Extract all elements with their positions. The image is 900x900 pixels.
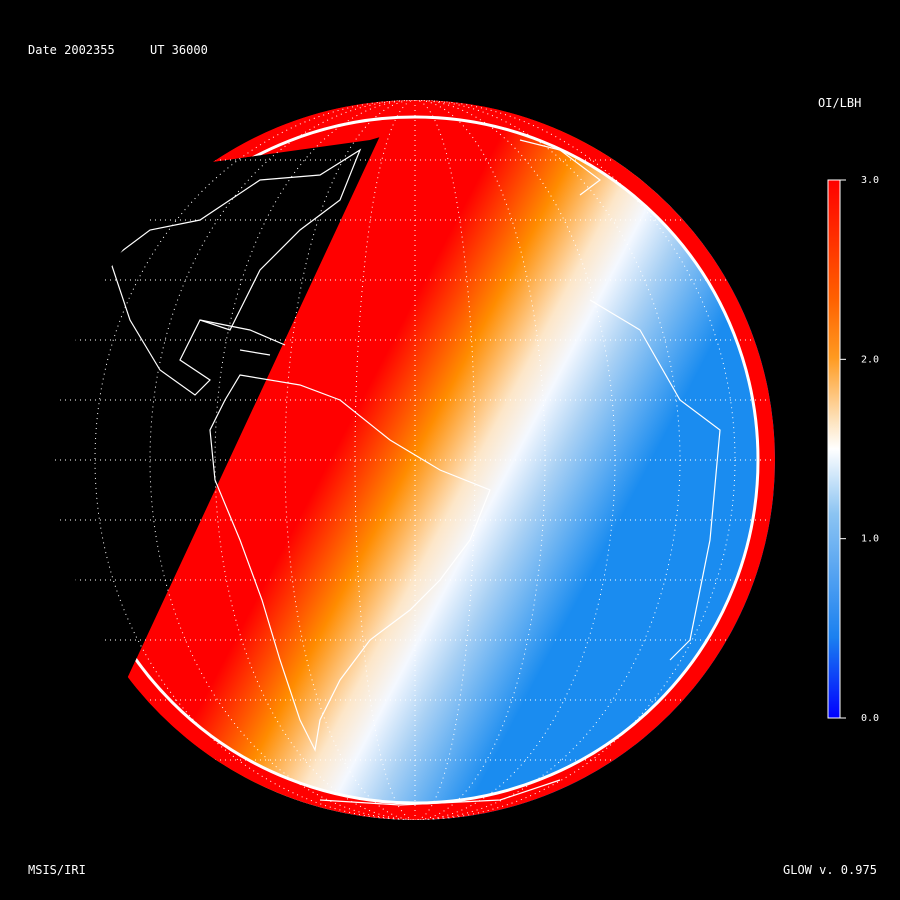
colorbar-label: OI/LBH [818,96,861,110]
colorbar [827,179,841,719]
coastlines [109,139,721,806]
date-label: Date 2002355 [28,43,115,57]
colorbar-tick-label: 2.0 [861,354,879,365]
version-label: GLOW v. 0.975 [783,863,877,877]
colorbar-ticks: 3.0 2.0 1.0 0.0 [840,175,879,724]
colorbar-tick-label: 0.0 [861,713,879,724]
model-label: MSIS/IRI [28,863,86,877]
ut-label: UT 36000 [150,43,208,57]
colorbar-tick-label: 3.0 [861,175,879,186]
graticule [55,100,775,820]
colorbar-tick-label: 1.0 [861,534,879,545]
